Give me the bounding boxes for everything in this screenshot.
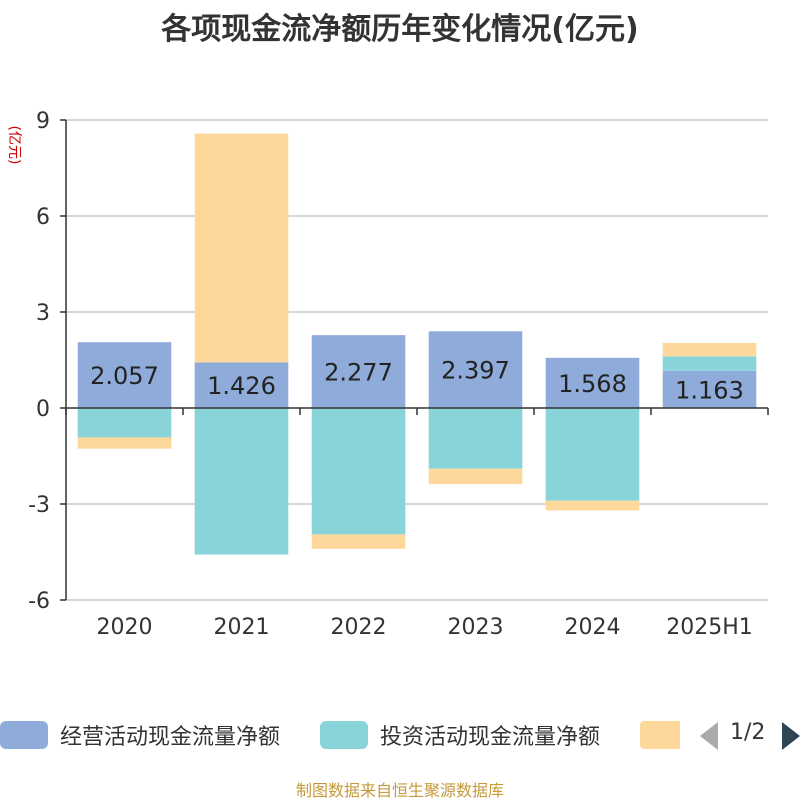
x-tick-label: 2023: [448, 615, 504, 640]
y-tick-label: -3: [28, 493, 50, 518]
grid-lines: [66, 119, 768, 601]
bar-series1-2023: [428, 408, 523, 469]
legend-next-page-icon[interactable]: [782, 722, 800, 750]
source-note: 制图数据来自恒生聚源数据库: [295, 781, 504, 800]
bar-series2-2020: [77, 437, 172, 449]
data-label: 1.568: [558, 370, 627, 398]
legend-item-financing[interactable]: [640, 720, 680, 750]
y-tick-label: 9: [36, 109, 50, 134]
x-tick-label: 2020: [97, 615, 153, 640]
bar-series2-2024: [545, 500, 640, 511]
x-tick-label: 2024: [565, 615, 621, 640]
bar-series2-2021: [194, 133, 289, 363]
data-label: 2.397: [441, 357, 510, 385]
bar-series1-2021: [194, 408, 289, 555]
bar-series0-2022: [311, 335, 406, 408]
data-label: 2.277: [324, 359, 393, 387]
legend: 经营活动现金流量净额 投资活动现金流量净额 1/2: [0, 716, 800, 756]
legend-item-operating[interactable]: 经营活动现金流量净额: [0, 720, 280, 750]
bar-series0-2024: [545, 357, 640, 408]
data-label: 1.163: [675, 376, 744, 404]
legend-page-indicator: 1/2: [730, 720, 766, 745]
legend-swatch-operating: [0, 721, 48, 749]
legend-prev-page-icon[interactable]: [700, 722, 718, 750]
x-tick-label: 2021: [214, 615, 270, 640]
bar-series0-2021: [194, 362, 289, 408]
bar-series1-2022: [311, 408, 406, 535]
legend-item-investing[interactable]: 投资活动现金流量净额: [320, 720, 600, 750]
legend-swatch-financing: [640, 721, 680, 749]
y-tick-label: 3: [36, 301, 50, 326]
bars: [77, 133, 757, 555]
data-label: 1.426: [207, 372, 276, 400]
bar-series1-2024: [545, 408, 640, 501]
bar-series2-2022: [311, 534, 406, 549]
x-tick-label: 2025H1: [666, 615, 753, 640]
bar-series1-2020: [77, 408, 172, 438]
bar-series0-2023: [428, 331, 523, 408]
y-axis-unit-label: (亿元): [6, 126, 22, 165]
y-tick-label: 6: [36, 205, 50, 230]
axes: [60, 119, 769, 601]
bar-series0-2020: [77, 342, 172, 408]
legend-label-investing: 投资活动现金流量净额: [380, 725, 601, 750]
legend-label-operating: 经营活动现金流量净额: [60, 725, 281, 750]
data-label: 2.057: [90, 362, 159, 390]
bar-series0-2025H1: [662, 370, 757, 408]
y-tick-label: 0: [36, 397, 50, 422]
bar-series1-2025H1: [662, 356, 757, 371]
labels: 9 6 3 0 -3 -6 2.057 1.426 2.277 2.397 1.568 1.163 20…: [28, 109, 753, 640]
x-tick-label: 2022: [331, 615, 387, 640]
bar-series2-2025H1: [662, 342, 757, 357]
chart-title: 各项现金流净额历年变化情况(亿元): [161, 12, 639, 47]
legend-swatch-investing: [320, 721, 368, 749]
bar-series2-2023: [428, 468, 523, 485]
y-tick-label: -6: [28, 589, 50, 614]
